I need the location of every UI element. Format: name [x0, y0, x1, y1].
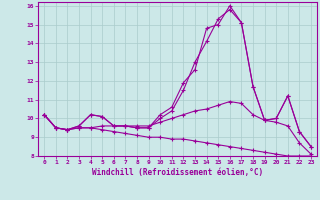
- X-axis label: Windchill (Refroidissement éolien,°C): Windchill (Refroidissement éolien,°C): [92, 168, 263, 177]
